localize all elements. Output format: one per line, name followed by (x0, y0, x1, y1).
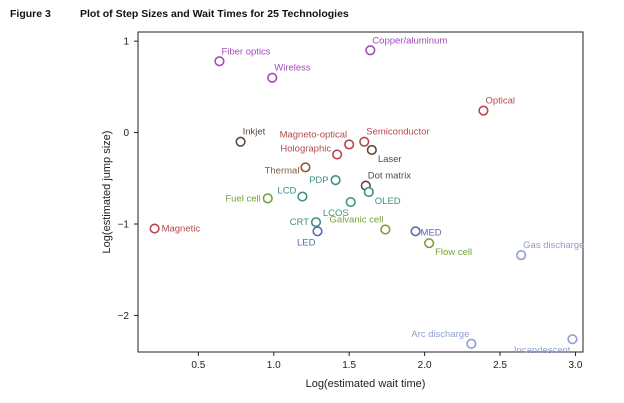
point-gas-discharge (516, 249, 527, 261)
figure-number: Figure 3 (10, 8, 51, 20)
point-flow-cell (424, 238, 435, 249)
x-tick-label: 2.5 (493, 360, 507, 371)
plot-frame (137, 31, 584, 353)
point-magnetic (149, 223, 160, 234)
figure-header: Figure 3 Plot of Step Sizes and Wait Time… (10, 8, 349, 20)
y-tick-label: −1 (118, 220, 130, 231)
point-led (312, 226, 323, 237)
point-label-magneto-optical: Magneto-optical (280, 129, 348, 140)
point-arc-discharge (466, 338, 477, 349)
point-label-fiber-optics: Fiber optics (221, 46, 270, 57)
point-label-pdp: PDP (309, 175, 329, 186)
point-copper-aluminum (365, 45, 376, 56)
point-magneto-optical (344, 139, 355, 150)
point-inkjet (235, 136, 246, 147)
point-fiber-optics (214, 56, 225, 67)
point-thermal (300, 162, 311, 173)
point-pdp (330, 175, 341, 186)
point-label-arc-discharge: Arc discharge (411, 329, 469, 340)
x-axis-label: Log(estimated wait time) (306, 378, 426, 390)
point-label-oled: OLED (375, 196, 401, 207)
point-crt (310, 217, 322, 228)
y-tick-label: 0 (123, 128, 129, 139)
point-label-med: MED (421, 227, 442, 238)
point-label-inkjet: Inkjet (243, 127, 266, 138)
point-label-flow-cell: Flow cell (435, 247, 472, 258)
point-label-magnetic: Magnetic (162, 224, 201, 235)
point-galvanic-cell (380, 224, 391, 235)
point-label-wireless: Wireless (274, 63, 311, 74)
point-label-incandescent: Incandescent (514, 345, 571, 356)
point-label-gas-discharge: Gas discharge (523, 240, 584, 251)
point-label-lcos: LCOS (323, 208, 349, 219)
point-label-thermal: Thermal (265, 165, 300, 176)
figure-title: Plot of Step Sizes and Wait Times for 25… (80, 8, 349, 20)
y-tick-label: 1 (123, 37, 129, 48)
y-axis-label: Log(estimated jump size) (101, 131, 113, 254)
x-tick-label: 1.5 (342, 360, 356, 371)
point-lcos (345, 196, 356, 208)
point-optical (478, 105, 489, 116)
x-tick-label: 2.0 (418, 360, 432, 371)
point-label-semiconductor: Semiconductor (366, 127, 429, 138)
point-laser (366, 144, 377, 156)
point-label-dot-matrix: Dot matrix (368, 171, 412, 182)
point-label-led: LED (297, 237, 316, 248)
x-tick-label: 1.0 (267, 360, 281, 371)
point-label-crt: CRT (290, 217, 310, 228)
point-label-laser: Laser (378, 154, 402, 165)
point-wireless (267, 72, 278, 83)
x-tick-label: 0.5 (191, 360, 205, 371)
point-lcd (297, 191, 308, 202)
point-label-copper-aluminum: Copper/aluminum (372, 35, 447, 46)
point-label-holographic: Holographic (280, 144, 331, 155)
point-fuel-cell (262, 193, 273, 204)
point-med (410, 226, 421, 237)
y-tick-label: −2 (118, 311, 130, 322)
point-oled (363, 186, 374, 198)
point-holographic (332, 149, 343, 160)
point-label-fuel-cell: Fuel cell (225, 193, 260, 204)
point-semiconductor (359, 136, 370, 147)
point-label-galvanic-cell: Galvanic cell (330, 214, 384, 225)
x-tick-label: 3.0 (569, 360, 583, 371)
point-incandescent (567, 334, 578, 345)
point-label-lcd: LCD (277, 186, 296, 197)
point-label-optical: Optical (485, 96, 515, 107)
